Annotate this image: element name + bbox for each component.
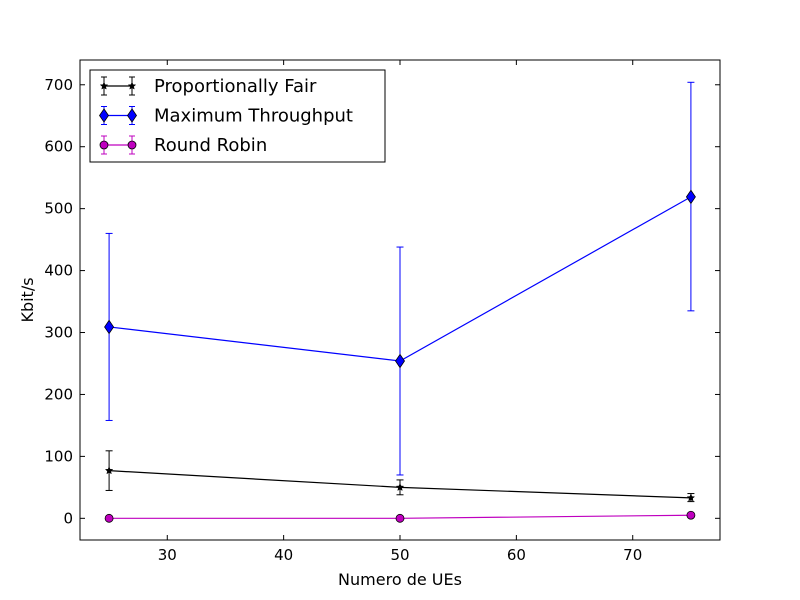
legend-marker-proportionally-fair [127,81,137,90]
legend-label-maximum-throughput: Maximum Throughput [154,106,353,127]
proportionally-fair-point [104,466,114,475]
legend-label-proportionally-fair: Proportionally Fair [154,76,317,97]
legend-marker-maximum-throughput [99,108,109,123]
y-tick-label: 500 [44,200,73,218]
y-axis-label: Kbit/s [18,277,37,322]
x-tick-label: 70 [623,546,642,564]
y-tick-label: 0 [63,509,73,527]
y-tick-label: 300 [44,324,73,342]
legend: Proportionally Fair Maximum Throughput Rou… [89,69,386,163]
round-robin-point [104,513,114,523]
y-tick-label: 600 [44,138,73,156]
x-tick-label: 60 [507,546,526,564]
maximum-throughput-point [685,189,696,205]
x-tick-label: 30 [158,546,177,564]
x-tick-label: 40 [274,546,293,564]
legend-box [89,69,386,163]
maximum-throughput-point [104,319,115,335]
x-axis-label: Numero de UEs [338,570,462,589]
legend-label-round-robin: Round Robin [154,135,267,156]
y-tick-label: 700 [44,76,73,94]
proportionally-fair-point [686,493,696,502]
legend-marker-maximum-throughput [127,108,137,123]
y-tick-label: 100 [44,447,73,465]
legend-marker-round-robin [127,140,137,150]
legend-marker-round-robin [99,140,109,150]
y-tick-label: 200 [44,385,73,403]
maximum-throughput-point [395,353,405,369]
proportionally-fair-point [395,482,405,491]
round-robin-point [686,510,696,520]
x-tick-label: 50 [390,546,409,564]
legend-marker-proportionally-fair [99,81,109,90]
y-tick-label: 400 [44,262,73,280]
round-robin-point [395,513,405,523]
